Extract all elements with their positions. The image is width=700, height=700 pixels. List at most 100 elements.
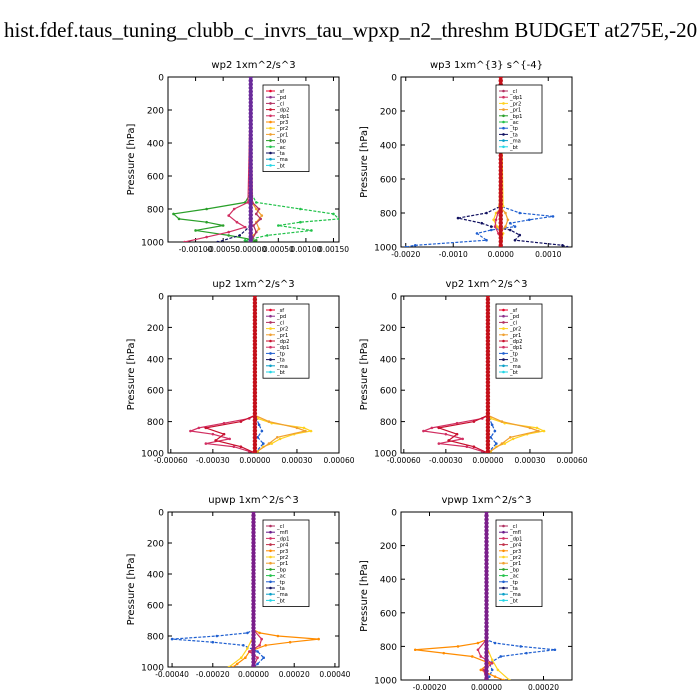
zero-profile-marker [252, 359, 258, 364]
series-point [277, 224, 280, 227]
legend-marker [502, 95, 505, 99]
zero-profile-marker [252, 369, 258, 375]
zero-profile-marker [252, 331, 258, 337]
zero-profile-marker [248, 158, 253, 163]
series-point [437, 442, 441, 445]
series-point [256, 650, 259, 653]
zero-profile-marker [484, 672, 489, 677]
series-point [242, 644, 245, 647]
series-point [246, 631, 249, 635]
zero-profile-marker [252, 311, 258, 316]
zero-profile-marker [251, 560, 256, 566]
legend-label: _ta [276, 358, 285, 364]
series-point [227, 234, 230, 237]
series-point [479, 655, 483, 658]
x-tick-label: 0.00060 [323, 456, 354, 465]
legend-label: _pr2 [276, 327, 288, 333]
y-tick-label: 200 [380, 324, 397, 334]
zero-profile-marker [252, 393, 258, 399]
zero-profile-marker [484, 572, 489, 578]
legend-label: _dp1 [276, 114, 289, 120]
legend-label: _dp1 [509, 345, 522, 351]
legend-label: _ma [276, 157, 288, 163]
zero-profile-marker [484, 520, 489, 526]
y-tick-label: 600 [380, 387, 397, 397]
zero-profile-marker [252, 304, 258, 309]
zero-profile-marker [252, 418, 258, 423]
x-tick-label: 0.00020 [279, 670, 310, 679]
zero-profile-marker [248, 201, 253, 207]
zero-profile-marker [248, 132, 253, 138]
zero-profile-marker [498, 235, 503, 241]
zero-profile-marker [484, 602, 489, 607]
legend-label: _bt [276, 598, 285, 604]
legend-marker [502, 358, 505, 361]
zero-profile-marker [484, 635, 489, 640]
legend-marker [269, 108, 272, 111]
zero-profile-marker [485, 418, 491, 423]
series-point [270, 442, 274, 445]
x-tick-label: 0.00000 [472, 456, 503, 465]
legend-marker [502, 120, 505, 124]
zero-profile-marker [251, 574, 256, 579]
y-tick-label: 200 [380, 108, 397, 118]
legend-label: _sf [276, 89, 284, 95]
series-point [244, 656, 247, 659]
series-point [513, 238, 517, 242]
zero-profile-marker [485, 404, 491, 409]
y-axis-label: Pressure [hPa] [359, 339, 370, 411]
zero-profile-marker [484, 554, 489, 559]
zero-profile-marker [484, 513, 489, 518]
series-point [456, 645, 460, 648]
chart-title: vpwp 1xm^2/s^3 [441, 495, 531, 506]
series-point [332, 212, 335, 216]
zero-profile-marker [498, 198, 503, 203]
series-point [413, 648, 417, 652]
zero-profile-marker [485, 300, 491, 306]
zero-profile-marker [485, 449, 491, 453]
zero-profile-marker [498, 216, 503, 222]
legend-label: _tp [509, 351, 519, 357]
zero-profile-marker [485, 387, 491, 392]
y-tick-label: 0 [158, 74, 164, 84]
series-point [499, 655, 503, 658]
series-point [302, 426, 306, 430]
series-point [511, 437, 515, 441]
legend-label: _ta [509, 132, 518, 138]
series-point [490, 661, 494, 665]
zero-profile-marker [485, 428, 491, 433]
series-point [553, 648, 557, 652]
zero-profile-marker [251, 595, 256, 600]
legend-label: _pr1 [276, 333, 288, 339]
x-tick-label: 0.0010 [535, 250, 561, 259]
zero-profile-marker [485, 411, 491, 416]
series-point [183, 240, 186, 242]
series-point [215, 634, 219, 638]
plot-area [170, 512, 320, 667]
legend-marker [502, 339, 505, 343]
legend-label: _bt [509, 370, 518, 376]
zero-profile-marker [484, 512, 489, 515]
y-tick-label: 400 [147, 355, 164, 365]
series-point [495, 225, 499, 228]
y-tick-label: 600 [380, 609, 397, 619]
legend-marker [502, 586, 505, 590]
zero-profile-marker [484, 665, 489, 670]
zero-profile-marker [485, 317, 491, 323]
zero-profile-marker [248, 190, 253, 196]
y-tick-label: 600 [147, 602, 164, 612]
zero-profile-marker [252, 317, 258, 323]
series-point [503, 442, 507, 445]
zero-profile-marker [251, 659, 256, 665]
legend-label: _pr2 [509, 327, 521, 333]
zero-profile-marker [251, 642, 256, 648]
legend-label: _bp1 [509, 114, 522, 120]
series-line-ta [217, 77, 252, 242]
zero-profile-marker [485, 373, 491, 378]
zero-profile-marker [248, 180, 253, 185]
legend-label: _pr3 [276, 120, 288, 126]
legend-label: _pr2 [276, 555, 288, 561]
zero-profile-marker [251, 615, 256, 620]
zero-profile-marker [252, 373, 258, 378]
zero-profile-marker [485, 366, 491, 371]
